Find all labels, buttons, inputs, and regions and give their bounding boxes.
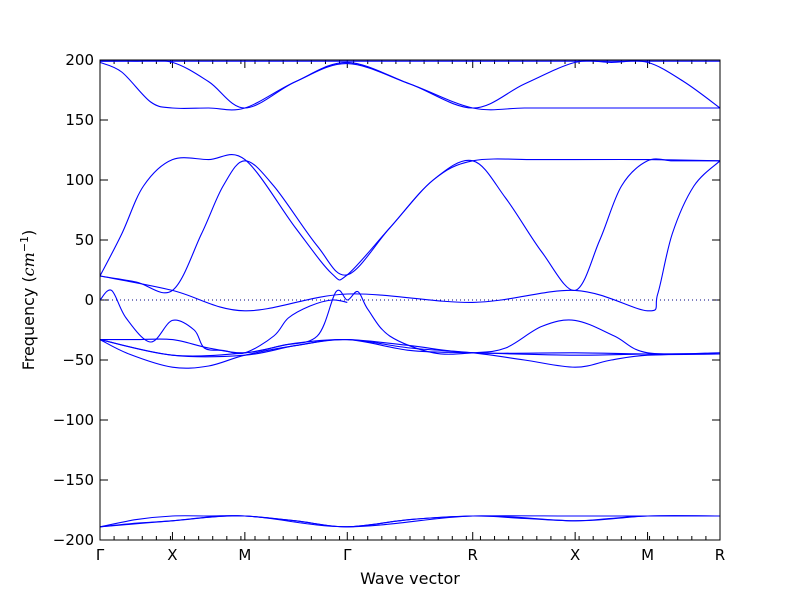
y-tick-label: 200 <box>65 51 94 69</box>
x-tick-label: X <box>167 546 177 564</box>
y-tick-labels: −200 −150 −100 −50 0 50 100 150 200 <box>53 51 94 549</box>
y-tick-label: −200 <box>53 531 94 549</box>
x-tick-label: R <box>468 546 478 564</box>
band-line-9 <box>99 339 721 369</box>
x-tick-label: M <box>641 546 654 564</box>
y-tick-label: 50 <box>75 231 94 249</box>
y-axis-label-text: Frequency ( <box>19 276 38 370</box>
band-line-14 <box>99 515 721 528</box>
band-line-5 <box>99 158 720 294</box>
y-axis-label-exponent: −1 <box>18 236 31 252</box>
y-tick-label: −50 <box>62 351 94 369</box>
band-line-10 <box>99 338 721 357</box>
plot-frame <box>99 59 721 541</box>
y-axis-label: Frequency (cm−1) <box>18 230 38 371</box>
band-line-7 <box>99 289 348 355</box>
band-line-8 <box>100 289 721 355</box>
x-tick-label: Γ <box>343 546 352 564</box>
y-tick-label: 100 <box>65 171 94 189</box>
band-line-6 <box>99 160 721 312</box>
band-line-11 <box>99 338 721 358</box>
y-axis-label-unit: cm <box>19 252 38 276</box>
x-axis-label: Wave vector <box>360 569 460 588</box>
x-tick-label: M <box>238 546 251 564</box>
y-tick-label: −150 <box>53 471 94 489</box>
x-tick-label: X <box>570 546 580 564</box>
x-tick-label: R <box>715 546 725 564</box>
band-line-4 <box>99 154 721 281</box>
band-lines <box>99 60 721 528</box>
y-tick-label: −100 <box>53 411 94 429</box>
x-tick-label: Γ <box>96 546 105 564</box>
y-tick-label: 150 <box>65 111 94 129</box>
y-tick-label: 0 <box>84 291 94 309</box>
band-line-2 <box>99 61 720 111</box>
y-axis-label-close: ) <box>19 230 38 236</box>
